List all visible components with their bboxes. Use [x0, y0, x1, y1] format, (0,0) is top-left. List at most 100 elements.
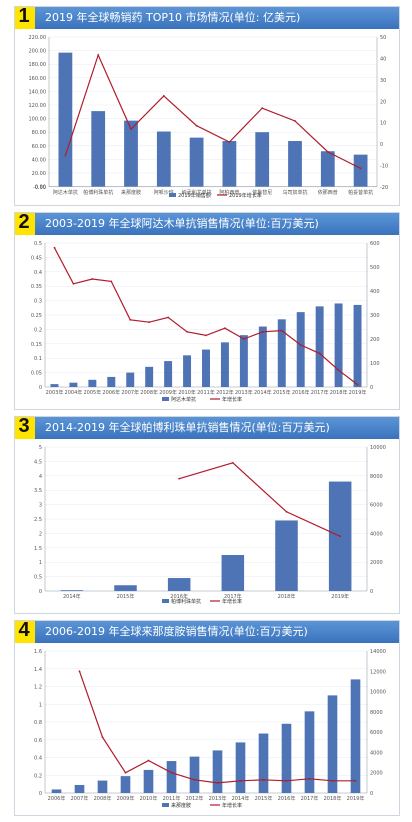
bar: [353, 154, 368, 187]
panel-2-header: 2 2003-2019 年全球阿达木单抗销售情况(单位:百万美元): [15, 213, 399, 235]
y-tick-label: 1: [39, 560, 42, 566]
growth-point: [239, 779, 242, 782]
bar: [167, 578, 191, 591]
x-tick-label: 2013年: [235, 389, 253, 396]
bar: [277, 319, 286, 387]
y-tick-label: 0.6: [34, 738, 42, 744]
growth-point: [356, 383, 359, 386]
y-tick-label: -0.60: [33, 185, 46, 191]
bar: [58, 52, 73, 187]
y-tick-label: 4.5: [34, 459, 42, 465]
x-tick-label: 纳武利尤单抗: [182, 189, 212, 196]
y-tick-label: 1.6: [34, 649, 42, 655]
x-tick-label: 2006年: [102, 389, 120, 396]
x-tick-label: 2018年: [330, 389, 348, 396]
bar: [69, 382, 78, 387]
bar: [320, 151, 335, 187]
growth-point: [242, 338, 245, 340]
x-tick-label: 2007年: [71, 795, 89, 802]
x-tick-label: 2019年: [349, 389, 367, 396]
growth-point: [101, 736, 104, 739]
y2-tick-label: 300: [370, 313, 380, 319]
legend-label-line: 年增长率: [222, 802, 242, 809]
x-tick-label: 2013年: [209, 795, 227, 802]
y-tick-label: 1.5: [34, 546, 42, 552]
y-tick-label: 0.4: [34, 756, 42, 762]
legend-label-line: 年增长率: [222, 396, 242, 403]
bar: [166, 761, 177, 793]
growth-point: [97, 54, 100, 56]
y2-tick-label: 100: [370, 361, 380, 367]
x-tick-label: 2012年: [216, 389, 234, 396]
panel-3-title: 2014-2019 年全球帕博利珠单抗销售情况(单位:百万美元): [45, 421, 330, 434]
y2-tick-label: 4000: [370, 531, 383, 537]
y-tick-label: 5: [39, 445, 42, 451]
x-tick-label: 2017年: [301, 795, 319, 802]
x-tick-label: 依鲁替尼: [252, 189, 272, 196]
y2-tick-label: -20: [380, 185, 388, 191]
legend-swatch-bars: [162, 397, 169, 401]
bar: [239, 335, 248, 387]
y-tick-label: 0.35: [31, 284, 42, 290]
bar: [74, 785, 85, 793]
y2-tick-label: -10: [380, 164, 388, 170]
y2-tick-label: 4000: [370, 750, 383, 756]
x-tick-label: 2015年: [273, 389, 291, 396]
bar: [281, 723, 292, 793]
x-tick-label: 2019年: [347, 795, 365, 802]
y2-tick-label: 20: [380, 99, 386, 105]
bar: [164, 361, 173, 387]
y2-tick-label: 200: [370, 337, 380, 343]
x-tick-label: 2016年: [278, 795, 296, 802]
x-tick-label: 2014年: [232, 795, 250, 802]
growth-point: [170, 771, 173, 774]
y-tick-label: 1.4: [34, 667, 42, 673]
y2-tick-label: 400: [370, 289, 380, 295]
x-tick-label: 2010年: [140, 795, 158, 802]
y2-tick-label: 30: [380, 78, 386, 84]
y2-tick-label: 50: [380, 35, 386, 41]
y-tick-label: 2.5: [34, 517, 42, 523]
bar: [97, 780, 108, 793]
x-tick-label: 2006年: [48, 795, 66, 802]
bar: [124, 120, 138, 187]
x-tick-label: 2005年: [83, 389, 101, 396]
y2-tick-label: 0: [380, 142, 383, 148]
bar: [183, 355, 192, 387]
y-tick-label: 1: [39, 702, 42, 708]
growth-point: [178, 477, 181, 480]
y-tick-label: 200.00: [29, 49, 47, 55]
growth-point: [326, 150, 329, 153]
growth-point: [228, 141, 231, 143]
growth-point: [130, 128, 132, 131]
growth-point: [124, 771, 127, 774]
x-tick-label: 2009年: [159, 389, 177, 396]
legend-label-bars: 来那度胺: [171, 802, 191, 809]
x-tick-label: 2007年: [121, 389, 139, 396]
chart-2: 0 0.05 0.1 0.15 0.2 0.25 0.3 0.35 0.4 0.45 0.5 0 100…: [31, 241, 380, 403]
y-tick-label: 0.05: [31, 371, 42, 377]
y-tick-label: 60.00: [32, 144, 46, 150]
bar: [60, 590, 84, 591]
y-tick-label: 0.8: [34, 720, 42, 726]
panel-2-title: 2003-2019 年全球阿达木单抗销售情况(单位:百万美元): [45, 217, 319, 230]
x-tick-label: 帕妥昔单抗: [348, 189, 373, 196]
x-tick-label: 乌司奴单抗: [282, 189, 307, 196]
panel-4-title: 2006-2019 年全球来那度胺销售情况(单位:百万美元): [45, 625, 308, 638]
chart-3: 0 0.5 1 1.5 2 2.5 3 3.5 4 4.5 5 0 2000 4000 6000 8000 10…: [34, 445, 386, 605]
bar: [255, 132, 270, 187]
x-tick-label: 2015年: [255, 795, 273, 802]
bar: [327, 695, 338, 793]
panel-3: 3 2014-2019 年全球帕博利珠单抗销售情况(单位:百万美元) 0 0.5 1…: [14, 416, 400, 614]
growth-point: [167, 316, 170, 319]
growth-line: [178, 462, 341, 537]
panel-4: 4 2006-2019 年全球来那度胺销售情况(单位:百万美元) 0 0.2 0.4…: [14, 620, 400, 816]
growth-point: [318, 352, 321, 355]
y-tick-label: 0: [39, 385, 42, 391]
bar: [107, 376, 116, 387]
y2-tick-label: 10000: [370, 690, 386, 696]
chart-1: -0.600.00 20.00 40.00 60.00 80.00 100.00 120.0…: [29, 35, 389, 199]
bar: [51, 789, 62, 793]
y-tick-label: 3: [39, 503, 42, 509]
y-tick-label: 0.5: [34, 241, 42, 247]
